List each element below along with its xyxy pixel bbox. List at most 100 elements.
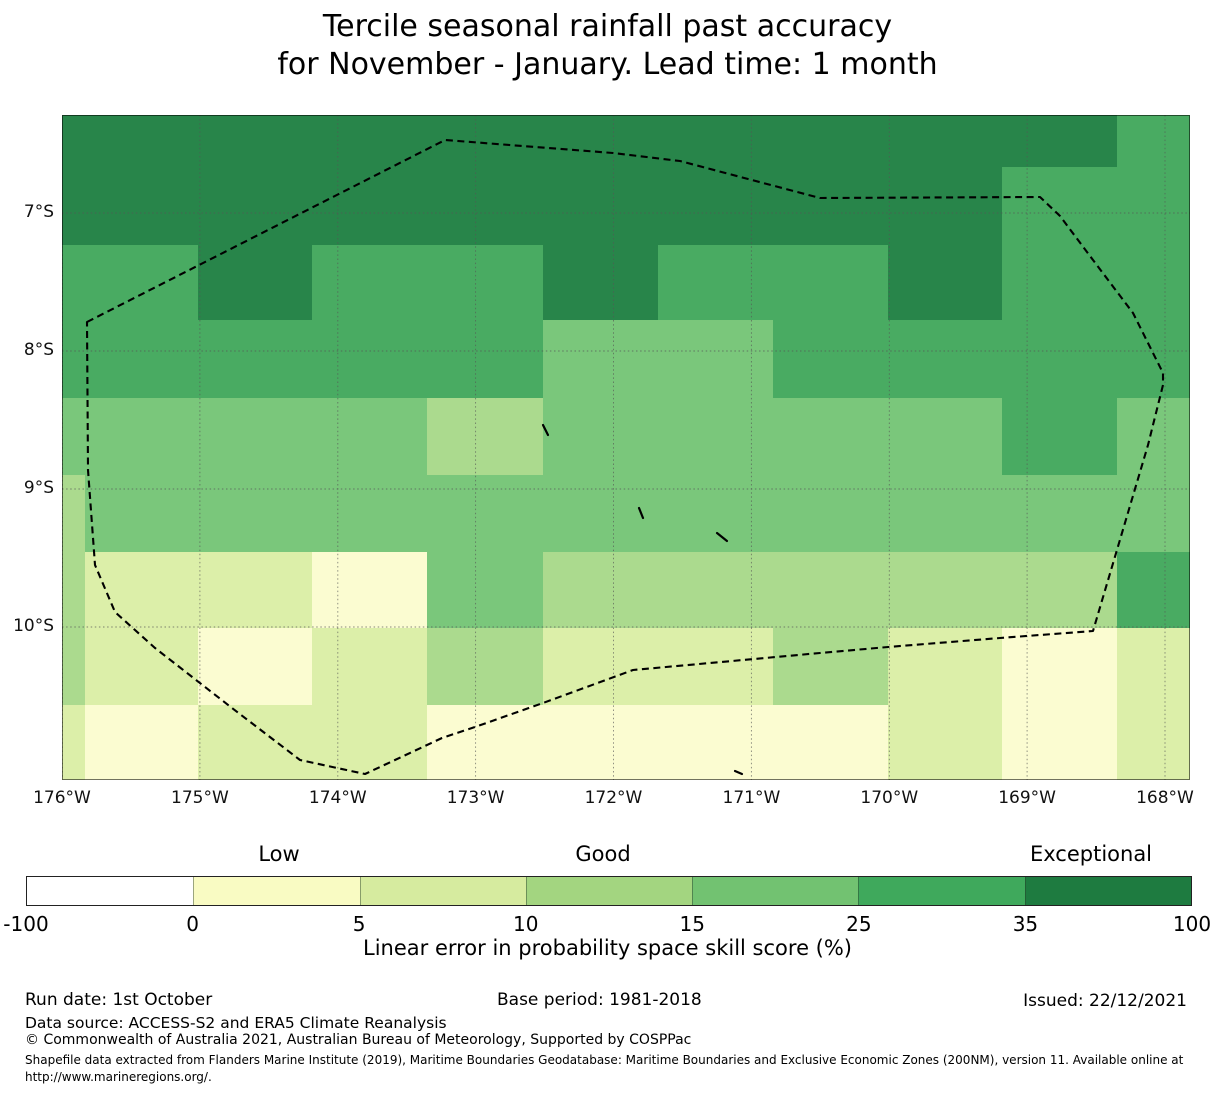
map-cell	[85, 398, 198, 475]
map-cell	[658, 475, 773, 552]
map-cell	[1117, 167, 1190, 245]
x-tick-label: 175°W	[171, 788, 229, 808]
colorbar-segment	[359, 877, 527, 905]
map-cell	[658, 705, 773, 780]
y-tick-label: 10°S	[13, 616, 54, 636]
map-cell	[427, 167, 543, 245]
map-cell	[198, 398, 312, 475]
map-cell	[543, 320, 658, 398]
island-outline	[733, 769, 744, 776]
map-cell	[312, 628, 427, 705]
map-cell	[62, 628, 85, 705]
map-plot-area	[62, 115, 1190, 780]
map-cell	[773, 167, 888, 245]
map-cell	[85, 320, 198, 398]
map-cell	[773, 398, 888, 475]
map-cell	[62, 398, 85, 475]
map-cell	[543, 628, 658, 705]
map-cell	[198, 552, 312, 628]
colorbar-segment-divider	[359, 877, 361, 905]
x-tick-label: 168°W	[1136, 788, 1194, 808]
chart-title-line1: Tercile seasonal rainfall past accuracy	[322, 9, 893, 44]
map-cell	[658, 628, 773, 705]
map-cell	[773, 705, 888, 780]
map-cell	[1117, 475, 1190, 552]
colorbar-tick-label: -100	[3, 912, 49, 936]
map-cell	[1002, 320, 1117, 398]
x-tick-label: 176°W	[33, 788, 91, 808]
x-tick-label: 171°W	[722, 788, 781, 808]
colorbar-segment	[692, 877, 859, 905]
map-cell	[1117, 705, 1190, 780]
skill-category-label: Good	[575, 842, 631, 866]
map-cell	[85, 705, 198, 780]
base-period-text: Base period: 1981-2018	[497, 990, 702, 1010]
map-cell	[85, 167, 198, 245]
map-cell	[773, 320, 888, 398]
y-tick-label: 8°S	[23, 340, 54, 360]
map-cell	[543, 115, 658, 167]
map-cell	[312, 475, 427, 552]
colorbar-tick-label: 0	[186, 912, 199, 936]
map-cell	[85, 628, 198, 705]
y-tick-label: 9°S	[23, 478, 54, 498]
island-outline	[715, 531, 729, 543]
colorbar-tick-label: 10	[512, 912, 539, 936]
map-cell	[543, 475, 658, 552]
map-cell	[658, 245, 773, 320]
map-cell	[888, 628, 1002, 705]
map-cell	[1002, 115, 1117, 167]
map-cell	[1117, 552, 1190, 628]
map-cell	[1002, 552, 1117, 628]
colorbar-tick-label: 35	[1012, 912, 1039, 936]
map-cell	[1117, 115, 1190, 167]
issued-date-text: Issued: 22/12/2021	[1023, 991, 1187, 1011]
x-tick-label: 169°W	[998, 788, 1056, 808]
map-cell	[773, 475, 888, 552]
map-cell	[312, 320, 427, 398]
map-cell	[198, 320, 312, 398]
map-cell	[888, 398, 1002, 475]
map-cell	[62, 705, 85, 780]
map-cell	[543, 167, 658, 245]
map-cell	[543, 398, 658, 475]
map-cell	[543, 705, 658, 780]
map-cell	[773, 628, 888, 705]
colorbar-segment-divider	[525, 877, 527, 905]
map-cell	[62, 115, 85, 167]
map-cell	[198, 245, 312, 320]
colorbar-axis-label: Linear error in probability space skill …	[363, 936, 852, 960]
map-cell	[427, 245, 543, 320]
rainfall-skill-heatmap	[62, 115, 1190, 780]
map-cell	[312, 167, 427, 245]
colorbar-segment-divider	[193, 877, 195, 905]
map-cell	[427, 628, 543, 705]
map-cell	[1002, 398, 1117, 475]
map-cell	[198, 628, 312, 705]
y-tick-label: 7°S	[23, 202, 54, 222]
map-cell	[427, 705, 543, 780]
map-cell	[85, 115, 198, 167]
map-cell	[198, 705, 312, 780]
map-cell	[198, 475, 312, 552]
colorbar-segment	[27, 877, 194, 905]
map-cell	[658, 552, 773, 628]
eez-boundary-dashed-line	[85, 138, 1165, 776]
colorbar-segment	[858, 877, 1026, 905]
colorbar-segment-divider	[1024, 877, 1026, 905]
map-cell	[888, 167, 1002, 245]
map-frame	[62, 115, 1190, 780]
map-cell	[1002, 167, 1117, 245]
map-cell	[62, 475, 85, 552]
map-cell	[198, 115, 312, 167]
map-cell	[773, 245, 888, 320]
x-tick-label: 172°W	[584, 788, 643, 808]
map-cell	[85, 245, 198, 320]
map-cell	[85, 552, 198, 628]
map-cell	[1117, 628, 1190, 705]
map-cell	[62, 552, 85, 628]
map-cell	[427, 115, 543, 167]
map-cell	[62, 167, 85, 245]
map-cell	[888, 552, 1002, 628]
